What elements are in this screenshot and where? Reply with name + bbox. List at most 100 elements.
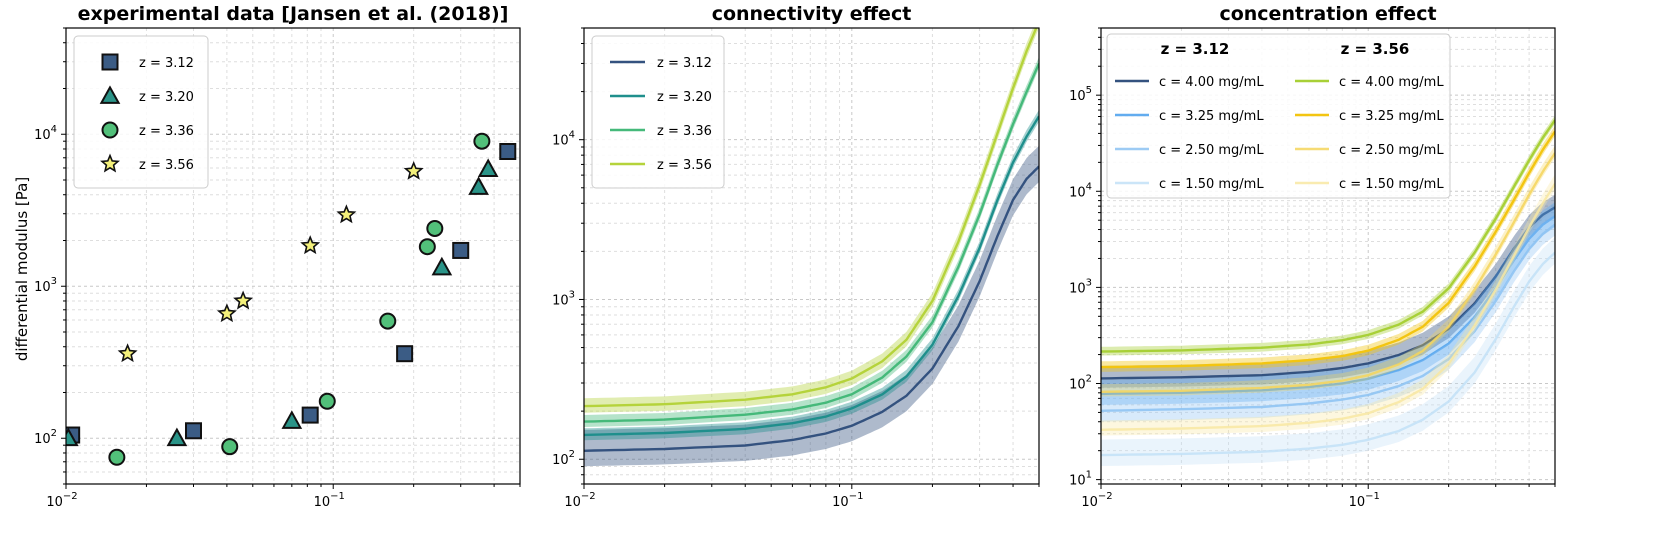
series-line [1101,130,1555,369]
x-tick-base: 10 [832,495,849,510]
legend-marker [101,121,119,139]
series-line [584,62,1039,423]
series-line [1101,215,1555,396]
confidence-band [584,28,1039,413]
series-line [1101,152,1555,393]
data-point [184,422,202,440]
y-tick-exponent: 4 [569,130,575,141]
x-tick-base: 10 [564,495,581,510]
y-tick-exponent: 5 [1086,85,1092,96]
y-tick-base: 10 [1069,89,1086,104]
legend-label: c = 4.00 mg/mL [1339,75,1444,90]
x-tick-exponent: −2 [1098,491,1113,502]
y-tick-exponent: 2 [569,449,575,460]
confidence-band [1101,202,1555,405]
data-point [233,290,254,310]
series-lines [584,28,1039,467]
series-line [1101,223,1555,412]
panel-title: concentration effect [1219,3,1436,25]
legend-label: c = 2.50 mg/mL [1339,143,1444,158]
legend-label: c = 3.25 mg/mL [1339,109,1444,124]
confidence-band [1101,209,1555,422]
x-tick-base: 10 [46,495,63,510]
grid [66,28,520,484]
legend: z = 3.12 z = 3.56 c = 4.00 mg/mL c = 3.25 m… [1106,33,1451,199]
y-tick-label: 103 [1069,277,1092,296]
plot-frame [1100,27,1556,485]
legend-label: z = 3.12 [139,56,194,71]
series-line [584,115,1039,437]
data-point [499,142,517,160]
y-tick-exponent: 2 [1086,373,1092,384]
x-tick-exponent: −1 [849,491,864,502]
panel-title: experimental data [Jansen et al. (2018)] [78,3,509,25]
y-tick-exponent: 3 [569,289,575,300]
legend-marker [101,53,119,71]
grid [1101,28,1555,484]
y-tick-base: 10 [1069,474,1086,489]
legend-label: c = 1.50 mg/mL [1339,177,1444,192]
y-tick-label: 104 [1069,181,1092,200]
legend-marker [99,85,121,104]
data-point [66,427,79,447]
x-tick-exponent: −2 [63,491,78,502]
x-tick-base: 10 [1349,495,1366,510]
series-line [1101,251,1555,457]
y-tick-label: 102 [552,449,575,468]
data-point [117,343,138,363]
panel-title: connectivity effect [712,3,912,25]
y-tick-exponent: 2 [51,428,57,439]
series-lines [1101,115,1555,466]
confidence-band [584,56,1039,428]
x-tick-label: 10−2 [1081,491,1112,510]
legend-label: z = 3.36 [657,124,712,139]
y-tick-base: 10 [552,453,569,468]
y-tick-base: 10 [1069,281,1086,296]
data-point [318,392,336,410]
x-tick-label: 10−2 [46,491,77,510]
data-point [418,238,436,256]
x-tick-label: 10−1 [314,491,345,510]
legend-box [1106,33,1451,199]
legend-column-header: z = 3.56 [1341,40,1410,58]
y-tick-base: 10 [1069,185,1086,200]
legend-label: z = 3.56 [139,158,194,173]
y-tick-exponent: 3 [51,276,57,287]
legend-box [591,35,725,189]
legend-label: z = 3.12 [657,56,712,71]
y-tick-exponent: 4 [1086,181,1092,192]
data-point [403,160,424,180]
y-tick-base: 10 [34,128,51,143]
y-tick-base: 10 [34,432,51,447]
legend: z = 3.12 z = 3.20 z = 3.36 z = 3.56 [73,35,209,189]
scatter-points [66,132,517,466]
legend-column-header: z = 3.12 [1161,40,1230,58]
data-point [468,176,489,195]
data-point [379,312,397,330]
x-tick-exponent: −1 [1365,491,1380,502]
data-point [301,406,319,424]
y-axis-label: differential modulus [Pa] [13,177,31,361]
y-tick-base: 10 [552,293,569,308]
confidence-band [1101,194,1555,388]
y-tick-base: 10 [34,280,51,295]
data-point [452,241,470,259]
legend-label: c = 4.00 mg/mL [1159,75,1264,90]
series-line [584,165,1039,452]
data-point [281,410,303,429]
plot-frame [65,27,521,485]
y-tick-base: 10 [1069,377,1086,392]
confidence-band [584,145,1039,467]
confidence-band [584,109,1039,441]
x-tick-label: 10−1 [832,491,863,510]
x-tick-exponent: −1 [330,491,345,502]
x-tick-base: 10 [314,495,331,510]
y-tick-label: 104 [34,124,57,143]
legend-label: c = 3.25 mg/mL [1159,109,1264,124]
data-point [108,448,126,466]
series-line [1101,183,1555,431]
legend-label: c = 2.50 mg/mL [1159,143,1264,158]
